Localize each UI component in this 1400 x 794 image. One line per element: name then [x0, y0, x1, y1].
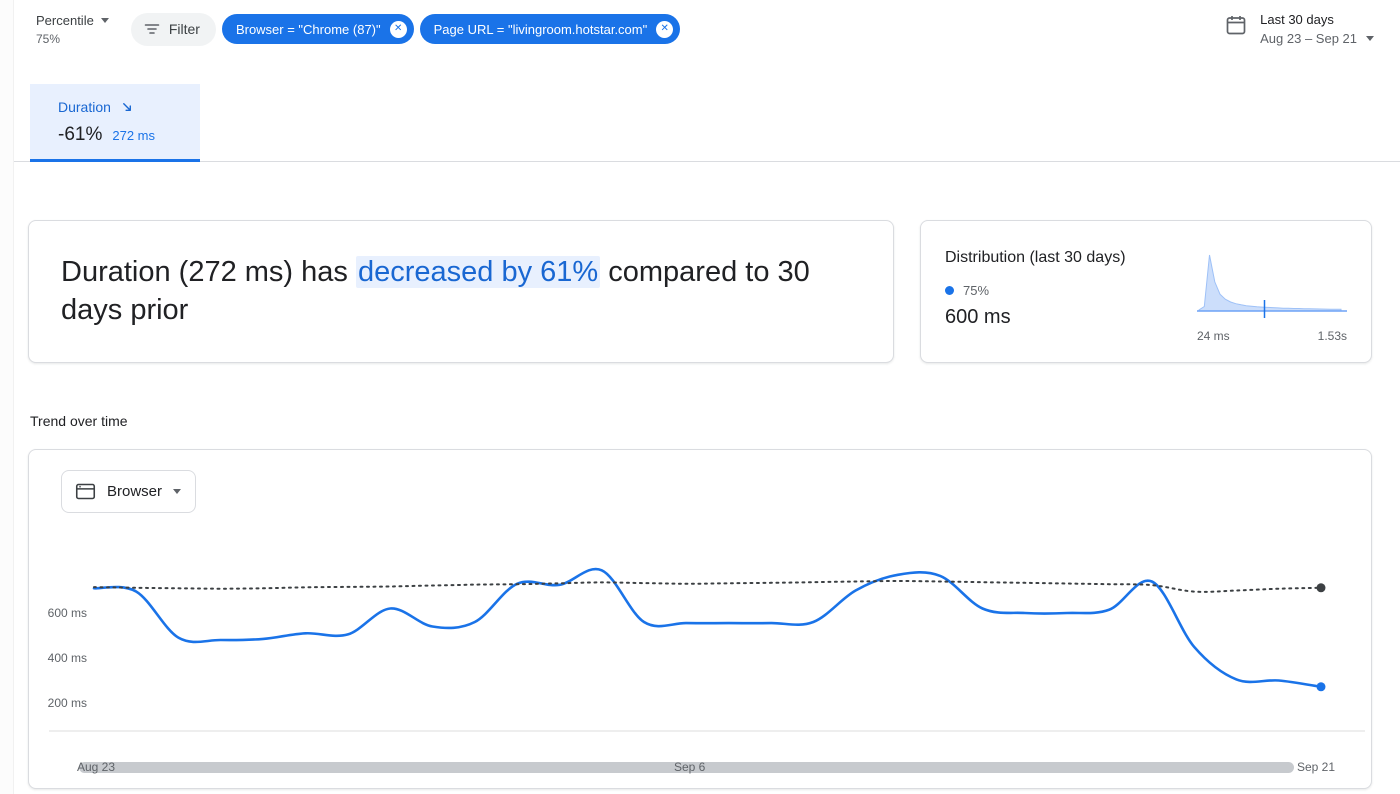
distribution-histogram — [1197, 254, 1347, 318]
filter-icon — [143, 20, 161, 38]
dimension-selector-label: Browser — [107, 483, 163, 500]
filter-button-label: Filter — [168, 21, 200, 37]
distribution-chart-block: 24 ms 1.53s — [1197, 249, 1347, 344]
date-range-text: Last 30 days Aug 23 – Sep 21 — [1260, 12, 1374, 46]
summary-text-after: compared to 30 days prior — [61, 256, 810, 327]
percentile-label: Percentile — [36, 12, 94, 28]
close-icon[interactable]: ✕ — [656, 20, 674, 38]
filter-chip-page-url[interactable]: Page URL = "livingroom.hotstar.com" ✕ — [419, 14, 681, 44]
tab-duration-delta: -61% — [58, 124, 103, 145]
percentile-dropdown[interactable]: Percentile 75% — [36, 13, 109, 46]
distribution-card: Distribution (last 30 days) 75% 600 ms 2… — [920, 220, 1372, 363]
x-axis-label-end: Sep 21 — [1296, 760, 1335, 774]
trend-line-chart[interactable]: 600 ms 400 ms 200 ms — [29, 538, 1369, 778]
summary-cards-row: Duration (272 ms) has decreased by 61% c… — [0, 220, 1400, 363]
calendar-icon — [1224, 13, 1248, 37]
horizontal-scrollbar[interactable] — [79, 762, 1294, 773]
distribution-value: 600 ms — [945, 306, 1011, 328]
duration-summary-card: Duration (272 ms) has decreased by 61% c… — [28, 220, 894, 363]
chip-label: Page URL = "livingroom.hotstar.com" — [433, 21, 648, 37]
distribution-percentile-label: 75% — [963, 283, 990, 298]
topbar: Percentile 75% Filter Browser = "Chrome … — [0, 0, 1400, 46]
browser-icon — [75, 482, 96, 501]
x-axis-label-start: Aug 23 — [77, 760, 116, 774]
svg-text:400 ms: 400 ms — [48, 651, 87, 665]
chevron-down-icon — [1366, 36, 1374, 41]
x-axis-label-mid: Sep 6 — [674, 760, 706, 774]
trend-section-title: Trend over time — [30, 413, 128, 429]
main-content: Duration (272 ms) has decreased by 61% c… — [0, 220, 1400, 789]
tab-duration-label: Duration — [58, 99, 111, 115]
tab-duration-value: 272 ms — [112, 128, 155, 143]
left-gutter — [0, 0, 14, 794]
trend-over-time-card: Browser 600 ms 400 ms 200 ms Aug 23 Sep 6 … — [28, 449, 1372, 789]
distribution-x-min-label: 24 ms — [1197, 329, 1230, 343]
percentile-value: 75% — [36, 31, 61, 46]
percentile-dot-icon — [945, 286, 954, 295]
date-range-picker[interactable]: Last 30 days Aug 23 – Sep 21 — [1224, 12, 1374, 46]
distribution-title: Distribution (last 30 days) — [945, 249, 1126, 266]
distribution-x-labels: 24 ms 1.53s — [1197, 329, 1347, 343]
svg-text:600 ms: 600 ms — [48, 606, 87, 620]
chevron-down-icon — [100, 17, 109, 23]
summary-highlight: decreased by 61% — [355, 256, 601, 288]
tab-duration[interactable]: Duration -61% 272 ms — [30, 84, 200, 162]
date-range-subtitle: Aug 23 – Sep 21 — [1260, 31, 1357, 46]
svg-text:200 ms: 200 ms — [48, 696, 87, 710]
close-icon[interactable]: ✕ — [389, 20, 407, 38]
chip-label: Browser = "Chrome (87)" — [235, 21, 381, 37]
summary-text-before: Duration (272 ms) has — [61, 256, 356, 288]
dimension-selector-button[interactable]: Browser — [61, 470, 197, 513]
date-range-title: Last 30 days — [1260, 12, 1334, 27]
trend-down-arrow-icon — [121, 101, 134, 114]
chevron-down-icon — [173, 489, 182, 494]
distribution-x-max-label: 1.53s — [1317, 329, 1347, 343]
distribution-stats: Distribution (last 30 days) 75% 600 ms — [945, 249, 1126, 344]
filter-chip-browser[interactable]: Browser = "Chrome (87)" ✕ — [221, 14, 414, 44]
filter-button[interactable]: Filter — [130, 12, 216, 46]
metric-tabs: Duration -61% 272 ms — [0, 84, 1400, 162]
